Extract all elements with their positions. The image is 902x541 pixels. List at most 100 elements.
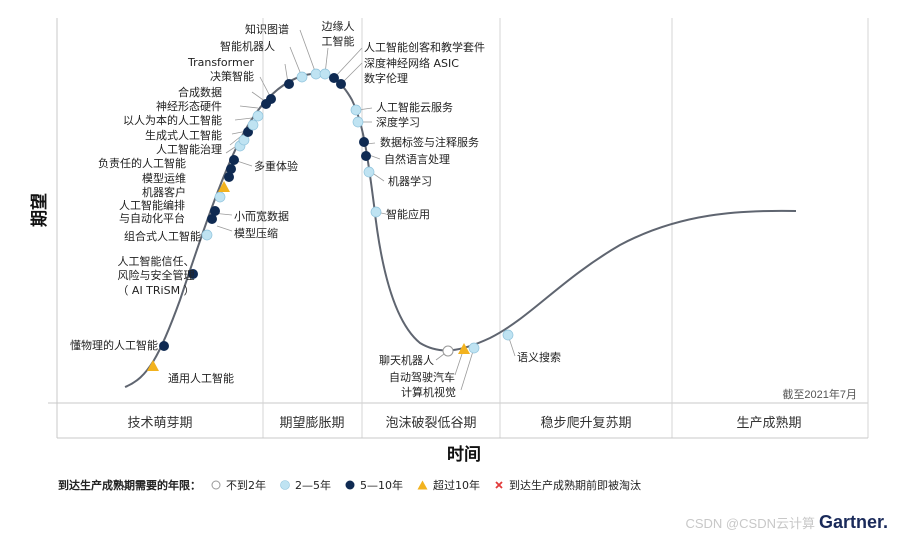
tech-label-trism-2: 风险与安全管理 [118,268,195,282]
tech-marker [468,342,480,354]
phase-labels: 技术萌芽期 期望膨胀期 泡沫破裂低谷期 稳步爬升复苏期 生产成熟期 [127,415,801,431]
legend-label-5to10: 5—10年 [360,479,403,492]
footer: CSDN @CSDN云计算 Gartner. [685,512,888,533]
phase-label-slope: 稳步爬升复苏期 [540,415,631,431]
tech-marker [214,191,226,203]
tech-label-synthetic-data: 合成数据 [178,85,222,99]
tech-label-ai-cloud: 人工智能云服务 [376,100,453,114]
navy-circle-icon [345,480,355,490]
legend-item-obsolete: 到达生产成熟期前即被淘汰 [494,477,641,493]
tech-label-data-labeling: 数据标签与注释服务 [380,135,479,149]
tech-marker [188,269,198,279]
tech-label-autonomous-vehicles: 自动驾驶汽车 [389,370,455,384]
tech-label-human-centered-ai: 以人为本的人工智能 [123,113,222,127]
tech-label-neuromorphic: 神经形态硬件 [156,99,222,113]
tech-marker [266,94,276,104]
tech-label-dnn-asic: 深度神经网络 ASIC [364,56,459,70]
legend-label-obsolete: 到达生产成熟期前即被淘汰 [509,479,641,492]
tech-label-transformer: Transformer [187,56,254,69]
phase-label-innovation-trigger: 技术萌芽期 [127,416,192,431]
tech-marker [363,166,375,178]
tech-label-digital-ethics: 数字伦理 [364,71,408,85]
tech-label-semantic-search: 语义搜索 [517,350,561,364]
watermark: CSDN @CSDN云计算 [685,516,815,531]
tech-label-modelops: 模型运维 [142,171,186,185]
tech-marker [370,206,382,218]
tech-label-smart-apps: 智能应用 [386,207,430,221]
tech-marker [159,341,169,351]
tech-label-computer-vision: 计算机视觉 [401,385,456,399]
tech-label-nlp: 自然语言处理 [384,152,450,166]
legend-label-gt10: 超过10年 [433,479,480,492]
tech-marker [252,110,264,122]
tech-label-knowledge-graph: 知识图谱 [245,22,289,36]
tech-label-deep-learning: 深度学习 [376,115,420,129]
tech-label-small-wide-data: 小而宽数据 [234,209,289,223]
legend-label-lt2: 不到2年 [226,479,266,492]
technology-labels: 通用人工智能 懂物理的人工智能 人工智能信任、 风险与安全管理 （ AI TRi… [70,20,561,399]
tech-marker [329,73,339,83]
tech-label-generative-ai: 生成式人工智能 [145,128,222,142]
legend-title: 到达生产成熟期需要的年限： [58,479,201,492]
tech-label-machine-learning: 机器学习 [388,174,432,188]
tech-label-edge-ai-2: 工智能 [322,34,355,48]
tech-marker [319,68,331,80]
white-circle-icon [211,480,221,490]
tech-marker [442,345,454,357]
tech-label-decision-intelligence: 决策智能 [210,69,254,83]
light-blue-circle-icon [280,480,290,490]
red-x-icon [495,481,503,489]
tech-marker [210,206,220,216]
legend: 到达生产成熟期需要的年限： 不到2年 2—5年 5—10年 超过10年 到达生产… [58,477,655,493]
tech-label-model-compression: 模型压缩 [234,226,278,240]
y-axis-title: 期望 [29,193,50,227]
tech-label-ai-governance: 人工智能治理 [156,142,222,156]
tech-label-physics-ai: 懂物理的人工智能 [70,338,158,352]
as-of-date: 截至2021年7月 [782,387,857,401]
tech-marker [502,329,514,341]
legend-item-5to10: 5—10年 [345,477,403,493]
technology-markers [147,68,514,371]
tech-marker [458,343,470,354]
tech-label-edge-ai-1: 边缘人 [322,20,355,33]
tech-marker [336,79,346,89]
yellow-triangle-icon [417,480,428,490]
phase-label-trough: 泡沫破裂低谷期 [385,416,476,431]
tech-label-trism-3: （ AI TRiSM ） [117,284,194,297]
tech-marker [359,137,369,147]
tech-marker [350,104,362,116]
tech-marker [284,79,294,89]
tech-marker [352,116,364,128]
tech-marker [218,181,230,192]
gartner-logo: Gartner. [818,512,888,532]
tech-marker [226,164,236,174]
tech-marker [361,151,371,161]
tech-label-responsible-ai: 负责任的人工智能 [98,156,186,170]
tech-marker [310,68,322,80]
tech-marker [201,229,213,241]
tech-label-machine-customer: 机器客户 [142,185,186,199]
legend-item-2to5: 2—5年 [280,477,331,493]
phase-label-plateau: 生产成熟期 [736,415,801,431]
chart-frame [48,18,869,439]
tech-label-smart-robots: 智能机器人 [220,39,275,53]
tech-label-multiexperience: 多重体验 [254,159,298,173]
tech-marker [147,360,159,371]
tech-label-composite-ai: 组合式人工智能 [124,229,201,243]
legend-label-2to5: 2—5年 [295,479,331,492]
tech-label-orchestration-1: 人工智能编排 [119,198,185,212]
tech-marker [224,172,234,182]
legend-item-lt2: 不到2年 [211,477,266,493]
tech-label-maker-kits: 人工智能创客和教学套件 [364,40,485,54]
tech-label-agi: 通用人工智能 [168,371,234,385]
tech-marker [229,155,239,165]
phase-label-peak: 期望膨胀期 [279,415,344,431]
x-axis-title: 时间 [447,444,481,465]
leader-lines [211,29,516,391]
tech-label-trism-1: 人工智能信任、 [118,254,195,268]
tech-marker [296,71,308,83]
tech-marker [247,119,259,131]
tech-marker [207,214,217,224]
tech-label-chatbots: 聊天机器人 [379,353,434,367]
